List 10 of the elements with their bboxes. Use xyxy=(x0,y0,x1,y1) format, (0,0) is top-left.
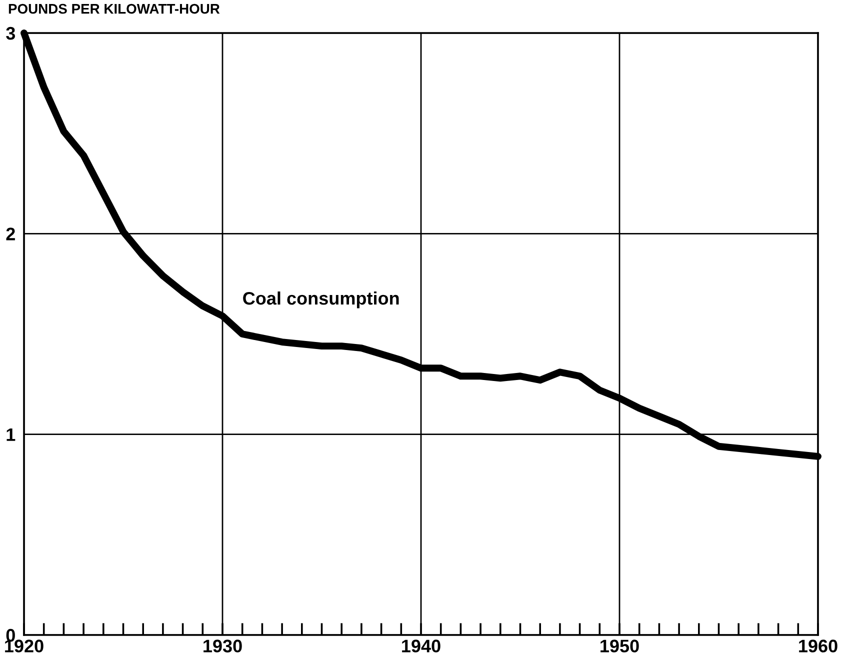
x-tick-label: 1960 xyxy=(799,640,838,652)
x-tick-label: 1920 xyxy=(5,640,44,652)
x-tick-label: 1930 xyxy=(204,640,242,652)
y-tick-label: 3 xyxy=(6,26,16,40)
y-tick-label: 1 xyxy=(6,428,16,441)
x-tick-label: 1940 xyxy=(402,640,440,652)
y-axis-title: POUNDS PER KILOWATT-HOUR xyxy=(8,4,220,14)
x-tick-label: 1950 xyxy=(600,640,639,652)
series-label: Coal consumption xyxy=(243,291,399,308)
y-tick-label: 2 xyxy=(6,228,15,240)
